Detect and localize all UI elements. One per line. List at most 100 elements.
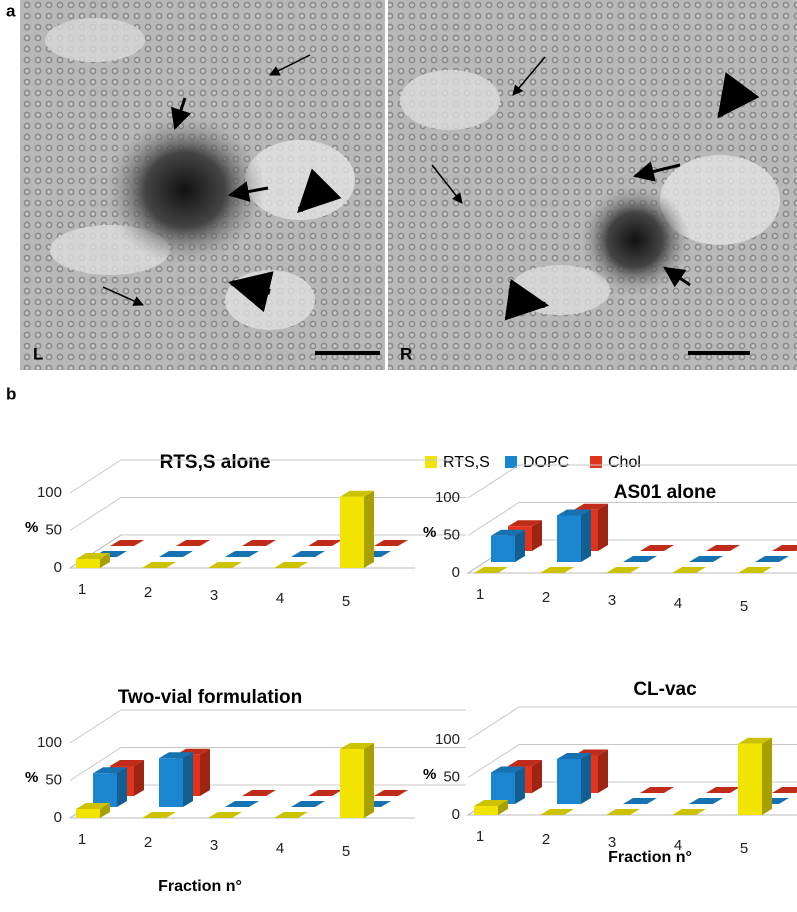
bar-top: [274, 562, 308, 568]
x-tick-label: 2: [542, 589, 550, 606]
bar-side: [364, 490, 374, 568]
bar-side: [200, 748, 210, 796]
bar-side: [498, 800, 508, 815]
y-tick-label: 100: [37, 484, 62, 501]
x-tick-label: 4: [674, 837, 682, 854]
panel-label: b: [6, 384, 16, 403]
bar-top: [689, 556, 723, 562]
x-tick-label: 5: [740, 598, 748, 615]
y-axis-label: %: [25, 519, 38, 536]
grid-line: [467, 502, 797, 536]
bar-top: [706, 545, 740, 551]
bar-top: [76, 553, 110, 559]
y-axis-label: %: [423, 524, 436, 541]
y-tick-label: 50: [45, 771, 62, 788]
chart-title: RTS,S alone: [160, 452, 271, 473]
x-tick-label: 3: [608, 592, 616, 609]
bar: [557, 759, 581, 804]
bar-side: [515, 529, 525, 562]
floor: [68, 534, 415, 569]
bar-top: [110, 760, 144, 766]
y-tick-label: 50: [45, 521, 62, 538]
bar-top: [540, 809, 574, 815]
bar-top: [491, 766, 525, 773]
x-tick-label: 5: [342, 593, 350, 610]
grid-line: [69, 459, 466, 494]
x-tick-label: 2: [542, 831, 550, 848]
bar-top: [110, 540, 144, 546]
legend-swatch: [590, 456, 602, 468]
bar: [340, 496, 364, 568]
y-tick-label: 50: [443, 768, 460, 785]
bar: [491, 535, 515, 562]
bar-top: [242, 540, 276, 546]
bar-top: [738, 737, 772, 744]
chart-title: Two-vial formulation: [118, 687, 302, 708]
bar-top: [491, 529, 525, 536]
bar-top: [557, 509, 591, 516]
bar-side: [581, 753, 591, 804]
grid-line: [69, 497, 466, 531]
bar-side: [100, 803, 110, 818]
bar-side: [515, 766, 525, 804]
bar-top: [142, 812, 176, 818]
y-axis-label: %: [25, 769, 38, 786]
x-tick-label: 1: [476, 586, 484, 603]
y-tick-label: 50: [443, 526, 460, 543]
x-tick-label: 4: [674, 595, 682, 612]
bar-top: [540, 567, 574, 573]
bar: [474, 806, 498, 815]
legend-label: Chol: [608, 454, 641, 471]
bar-side: [183, 752, 193, 807]
x-tick-label: 2: [144, 834, 152, 851]
bar-top: [672, 567, 706, 573]
bar-side: [532, 520, 542, 551]
micrograph-right: [388, 0, 797, 370]
bar-top: [557, 753, 591, 759]
bar: [76, 559, 100, 568]
bar-top: [374, 540, 408, 546]
x-tick-label: 2: [144, 584, 152, 601]
image-label: R: [400, 344, 412, 363]
bar-side: [364, 743, 374, 818]
bar-top: [93, 767, 127, 774]
bar-top: [508, 520, 542, 527]
bar-top: [308, 540, 342, 546]
x-tick-label: 3: [210, 837, 218, 854]
y-tick-label: 0: [452, 564, 460, 581]
grid-line: [467, 706, 797, 741]
bar-top: [623, 798, 657, 804]
bar-top: [208, 812, 242, 818]
bar-side: [598, 503, 608, 551]
grid-line: [69, 534, 466, 569]
bar: [738, 743, 762, 815]
x-tick-label: 5: [342, 843, 350, 860]
bar-side: [134, 760, 144, 796]
y-tick-label: 0: [54, 809, 62, 826]
bar-top: [689, 798, 723, 804]
x-tick-label: 4: [276, 840, 284, 857]
bar-top: [606, 809, 640, 815]
x-axis-label: Fraction n°: [608, 849, 692, 866]
x-tick-label: 1: [476, 828, 484, 845]
y-tick-label: 0: [54, 559, 62, 576]
legend-swatch: [505, 456, 517, 468]
bar-top: [242, 790, 276, 796]
bar-top: [159, 752, 193, 759]
bar-side: [100, 553, 110, 568]
bar-top: [76, 803, 110, 809]
legend-label: RTS,S: [443, 454, 490, 471]
legend-label: DOPC: [523, 454, 569, 471]
grid-line: [467, 464, 797, 499]
x-tick-label: 1: [78, 581, 86, 598]
bar-top: [274, 812, 308, 818]
bar-top: [640, 787, 674, 793]
bar-top: [706, 787, 740, 793]
bar-top: [640, 545, 674, 551]
chart-title: AS01 alone: [614, 482, 716, 503]
x-tick-label: 5: [740, 840, 748, 857]
bar-side: [532, 760, 542, 793]
bar-top: [308, 790, 342, 796]
x-tick-label: 4: [276, 590, 284, 607]
